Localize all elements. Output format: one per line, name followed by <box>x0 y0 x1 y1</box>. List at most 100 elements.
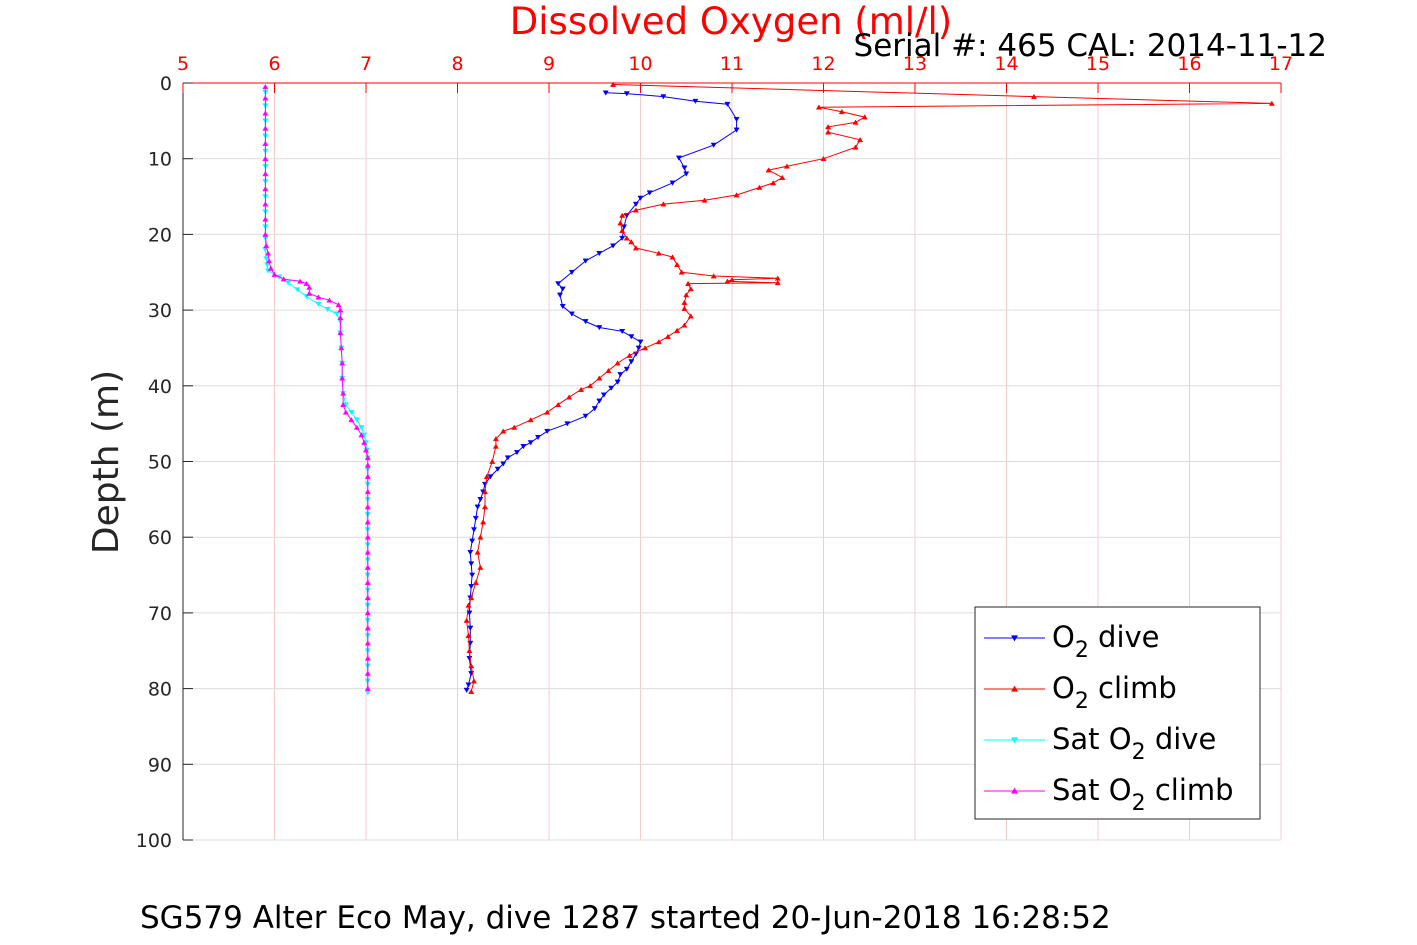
y-tick-label: 0 <box>160 73 172 95</box>
data-point <box>364 488 371 495</box>
data-point <box>774 280 781 286</box>
data-point <box>364 462 371 468</box>
data-point <box>692 98 699 105</box>
x-tick-label: 10 <box>628 53 652 75</box>
chart-caption: SG579 Alter Eco May, dive 1287 started 2… <box>140 900 1111 936</box>
x-tick-label: 9 <box>543 53 555 75</box>
data-point <box>687 313 694 319</box>
x-tick-label: 15 <box>1086 53 1110 75</box>
data-point <box>596 375 603 381</box>
data-point <box>619 227 626 233</box>
y-tick-label: 80 <box>148 679 172 701</box>
legend-label: Sat O2 climb <box>1052 773 1234 816</box>
data-point <box>1030 93 1037 99</box>
data-point <box>527 417 534 423</box>
x-tick-label: 14 <box>994 53 1018 75</box>
data-point <box>555 401 562 408</box>
data-point <box>710 142 717 148</box>
data-point <box>337 307 344 313</box>
data-point <box>468 594 475 601</box>
data-point <box>660 201 667 207</box>
legend-swatch-marker <box>1011 635 1018 642</box>
legend-box <box>974 606 1261 820</box>
data-point <box>520 444 527 450</box>
data-point <box>534 434 542 441</box>
data-point <box>566 394 573 400</box>
data-point <box>364 454 371 461</box>
data-point <box>262 140 269 146</box>
chart-subtitle: Serial #: 465 CAL: 2014-11-12 <box>854 28 1327 64</box>
data-point <box>477 497 484 503</box>
data-point <box>468 663 475 669</box>
data-point <box>513 450 521 456</box>
x-tick-label: 8 <box>451 53 463 75</box>
data-point <box>285 280 292 286</box>
data-point <box>326 297 333 303</box>
data-point <box>687 286 694 292</box>
data-point <box>472 579 479 585</box>
data-point <box>527 440 534 446</box>
data-point <box>358 432 365 438</box>
data-point <box>765 167 772 173</box>
data-point <box>465 602 472 608</box>
data-point <box>568 269 575 276</box>
data-point <box>262 155 269 162</box>
data-point <box>555 281 562 287</box>
x-tick-label: 16 <box>1177 53 1201 75</box>
x-tick-label: 12 <box>811 53 835 75</box>
data-point <box>632 201 639 207</box>
y-tick-label: 10 <box>148 149 172 171</box>
data-point <box>591 406 598 412</box>
data-point <box>362 447 370 453</box>
data-point <box>678 269 685 275</box>
data-point <box>596 250 603 257</box>
data-point <box>364 473 371 479</box>
data-point <box>655 339 662 345</box>
y-tick-label: 50 <box>148 452 172 474</box>
series-3 <box>262 83 371 691</box>
data-point <box>262 171 269 177</box>
data-point <box>617 220 624 226</box>
data-point <box>602 90 609 96</box>
y-tick-label: 90 <box>148 754 172 776</box>
y-tick-label: 20 <box>148 224 172 246</box>
data-point <box>838 108 845 115</box>
data-point <box>619 212 626 218</box>
legend-label: Sat O2 dive <box>1052 722 1216 765</box>
data-point <box>353 424 360 430</box>
data-point <box>628 359 635 365</box>
x-tick-label: 17 <box>1269 53 1293 75</box>
data-point <box>303 280 310 286</box>
data-point <box>632 207 639 213</box>
data-point <box>467 550 474 556</box>
data-point <box>852 144 859 150</box>
data-point <box>587 382 594 389</box>
legend-swatch-marker <box>1011 685 1018 692</box>
data-point <box>626 352 633 358</box>
y-axis-label: Depth (m) <box>86 370 127 554</box>
legend: O2 dive O2 climb Sat O2 dive Sat O2 climb <box>974 606 1261 820</box>
y-tick-label: 60 <box>148 527 172 549</box>
legend-swatch-marker <box>1011 787 1018 794</box>
data-point <box>556 292 564 298</box>
x-tick-label: 13 <box>903 53 927 75</box>
data-point <box>660 94 667 100</box>
data-point <box>701 197 708 203</box>
series-line <box>466 84 1272 692</box>
data-point <box>500 461 507 467</box>
data-point <box>364 625 371 631</box>
data-point <box>608 385 615 391</box>
data-point <box>544 409 551 415</box>
y-tick-label: 40 <box>148 376 172 398</box>
x-tick-label: 6 <box>268 53 280 75</box>
data-point <box>610 243 617 249</box>
data-point <box>265 250 272 256</box>
data-point <box>582 413 589 419</box>
data-point <box>468 561 475 567</box>
data-point <box>733 117 740 123</box>
chart-title: Dissolved Oxygen (ml/l) <box>510 0 952 43</box>
data-point <box>483 473 490 479</box>
data-point <box>477 534 484 540</box>
data-point <box>358 425 365 431</box>
